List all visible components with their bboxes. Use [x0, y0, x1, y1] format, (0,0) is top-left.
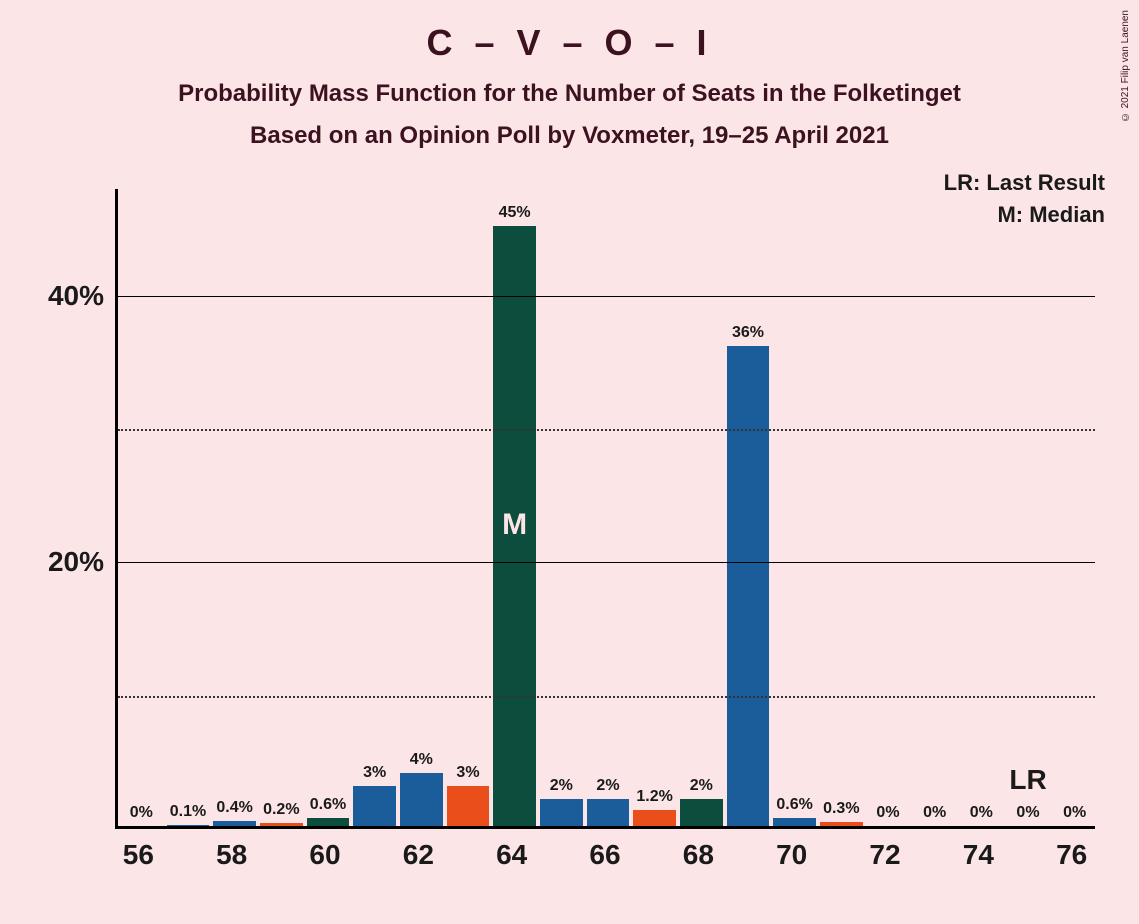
- title-block: C – V – O – I Probability Mass Function …: [0, 0, 1139, 150]
- copyright: © 2021 Filip van Laenen: [1120, 10, 1131, 122]
- bar-label: 0.6%: [773, 796, 816, 818]
- bar: 0.4%: [213, 821, 256, 826]
- x-tick-label: 70: [776, 839, 807, 871]
- bar: 36%: [727, 346, 770, 826]
- bar-label: 0%: [1007, 804, 1050, 826]
- bar-label: 0%: [960, 804, 1003, 826]
- bar: 0.1%: [167, 825, 210, 826]
- bar: 2%: [587, 799, 630, 826]
- x-tick-label: 60: [309, 839, 340, 871]
- x-tick-label: 74: [963, 839, 994, 871]
- gridline-minor: [118, 696, 1095, 698]
- x-tick-label: 72: [869, 839, 900, 871]
- subtitle-1: Probability Mass Function for the Number…: [0, 80, 1139, 108]
- x-tick-label: 56: [123, 839, 154, 871]
- bar-label: 0.2%: [260, 801, 303, 823]
- x-tick-label: 66: [589, 839, 620, 871]
- bar-label: 0.3%: [820, 800, 863, 822]
- median-marker: M: [502, 508, 527, 542]
- bar: 2%: [680, 799, 723, 826]
- bar-label: 36%: [727, 324, 770, 346]
- bar-label: 3%: [447, 764, 490, 786]
- bar-label: 0.1%: [167, 803, 210, 825]
- bar: 4%: [400, 773, 443, 826]
- bar-label: 4%: [400, 751, 443, 773]
- bar: 45%M: [493, 226, 536, 826]
- pmf-chart: 0%0.1%0.4%0.2%0.6%3%4%3%45%M2%2%1.2%2%36…: [115, 189, 1095, 829]
- bar: 0.3%: [820, 822, 863, 826]
- gridline-major: [118, 562, 1095, 563]
- gridline-major: [118, 296, 1095, 297]
- bar-label: 3%: [353, 764, 396, 786]
- bar: 0.6%: [773, 818, 816, 826]
- bar: 2%: [540, 799, 583, 826]
- plot-area: 0%0.1%0.4%0.2%0.6%3%4%3%45%M2%2%1.2%2%36…: [115, 189, 1095, 829]
- y-tick-label: 20%: [48, 546, 118, 578]
- gridline-minor: [118, 429, 1095, 431]
- bar-label: 0%: [913, 804, 956, 826]
- x-tick-label: 76: [1056, 839, 1087, 871]
- y-tick-label: 40%: [48, 280, 118, 312]
- bar: 1.2%: [633, 810, 676, 826]
- x-tick-label: 58: [216, 839, 247, 871]
- bar-label: 0%: [1053, 804, 1096, 826]
- x-tick-label: 68: [683, 839, 714, 871]
- bar-label: 0.4%: [213, 799, 256, 821]
- x-tick-label: 62: [403, 839, 434, 871]
- bar: 0.2%: [260, 823, 303, 826]
- page-title: C – V – O – I: [0, 22, 1139, 64]
- bar-label: 0.6%: [307, 796, 350, 818]
- x-tick-label: 64: [496, 839, 527, 871]
- subtitle-2: Based on an Opinion Poll by Voxmeter, 19…: [0, 122, 1139, 150]
- bar-label: 0%: [867, 804, 910, 826]
- bar: 3%: [353, 786, 396, 826]
- bars-layer: 0%0.1%0.4%0.2%0.6%3%4%3%45%M2%2%1.2%2%36…: [118, 186, 1098, 826]
- lr-marker: LR: [1009, 764, 1046, 796]
- bar-label: 2%: [680, 777, 723, 799]
- bar: 0.6%: [307, 818, 350, 826]
- bar-label: 2%: [540, 777, 583, 799]
- bar-label: 2%: [587, 777, 630, 799]
- bar-label: 1.2%: [633, 788, 676, 810]
- bar-label: 0%: [120, 804, 163, 826]
- bar: 3%: [447, 786, 490, 826]
- bar-label: 45%: [493, 204, 536, 226]
